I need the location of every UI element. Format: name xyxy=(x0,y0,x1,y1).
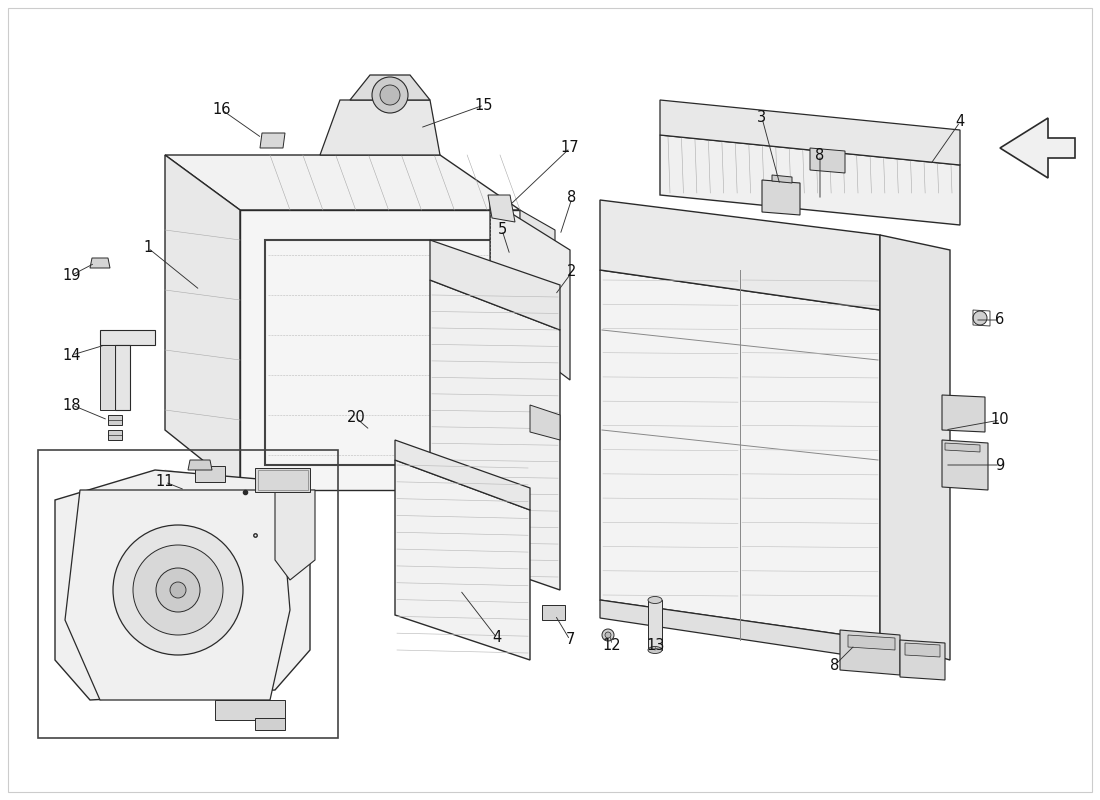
Circle shape xyxy=(156,568,200,612)
Ellipse shape xyxy=(648,646,662,654)
Polygon shape xyxy=(945,443,980,452)
Polygon shape xyxy=(116,345,130,410)
Polygon shape xyxy=(108,415,122,425)
Polygon shape xyxy=(490,200,570,380)
Polygon shape xyxy=(762,180,800,215)
Text: 12: 12 xyxy=(603,638,622,653)
Polygon shape xyxy=(260,133,285,148)
Text: 20: 20 xyxy=(346,410,365,426)
Polygon shape xyxy=(395,440,530,510)
Circle shape xyxy=(974,311,987,325)
Polygon shape xyxy=(430,280,560,590)
Text: 14: 14 xyxy=(63,347,81,362)
Polygon shape xyxy=(165,155,520,210)
Text: 8: 8 xyxy=(568,190,576,206)
Polygon shape xyxy=(520,210,556,490)
Text: 9: 9 xyxy=(996,458,1004,473)
Circle shape xyxy=(103,515,253,665)
Text: 13: 13 xyxy=(647,638,666,653)
Polygon shape xyxy=(100,345,116,410)
Polygon shape xyxy=(600,600,880,660)
Text: 1: 1 xyxy=(143,241,153,255)
Polygon shape xyxy=(880,235,950,660)
Circle shape xyxy=(602,629,614,641)
Polygon shape xyxy=(195,466,226,482)
Polygon shape xyxy=(810,148,845,173)
Text: 7: 7 xyxy=(565,633,574,647)
Polygon shape xyxy=(65,490,290,700)
Polygon shape xyxy=(840,630,900,675)
Text: 5: 5 xyxy=(497,222,507,238)
Text: 16: 16 xyxy=(212,102,231,118)
Polygon shape xyxy=(848,635,895,650)
Polygon shape xyxy=(600,270,880,640)
Polygon shape xyxy=(488,195,515,222)
Polygon shape xyxy=(55,470,310,700)
Text: 4: 4 xyxy=(956,114,965,130)
Text: 2: 2 xyxy=(568,265,576,279)
Circle shape xyxy=(78,490,278,690)
Polygon shape xyxy=(1000,118,1075,178)
Polygon shape xyxy=(648,600,662,650)
Polygon shape xyxy=(600,200,880,310)
Polygon shape xyxy=(320,100,440,155)
Text: 17: 17 xyxy=(561,141,580,155)
Polygon shape xyxy=(108,430,122,440)
Polygon shape xyxy=(188,460,212,470)
Polygon shape xyxy=(255,468,310,492)
Circle shape xyxy=(113,525,243,655)
Polygon shape xyxy=(90,258,110,268)
Text: 3: 3 xyxy=(758,110,767,126)
Polygon shape xyxy=(240,210,520,490)
Polygon shape xyxy=(530,405,560,440)
Polygon shape xyxy=(214,700,285,720)
Circle shape xyxy=(605,632,610,638)
Polygon shape xyxy=(255,718,285,730)
Text: 8: 8 xyxy=(815,147,825,162)
Ellipse shape xyxy=(648,597,662,603)
Polygon shape xyxy=(900,640,945,680)
Polygon shape xyxy=(350,75,430,100)
Circle shape xyxy=(133,545,223,635)
Text: 8: 8 xyxy=(830,658,839,673)
Circle shape xyxy=(170,582,186,598)
Polygon shape xyxy=(660,100,960,165)
Text: 10: 10 xyxy=(991,413,1010,427)
Text: 4: 4 xyxy=(493,630,502,646)
Polygon shape xyxy=(772,175,792,183)
Polygon shape xyxy=(542,605,565,620)
Polygon shape xyxy=(165,155,240,490)
Circle shape xyxy=(379,85,400,105)
Polygon shape xyxy=(270,490,315,580)
Polygon shape xyxy=(660,135,960,225)
Text: 19: 19 xyxy=(63,267,81,282)
Text: 11: 11 xyxy=(156,474,174,490)
Polygon shape xyxy=(100,330,155,345)
Polygon shape xyxy=(395,460,530,660)
Text: 6: 6 xyxy=(996,313,1004,327)
Text: 15: 15 xyxy=(475,98,493,113)
Circle shape xyxy=(372,77,408,113)
Text: 18: 18 xyxy=(63,398,81,413)
Polygon shape xyxy=(430,240,560,330)
Bar xyxy=(39,450,338,738)
Polygon shape xyxy=(942,395,985,432)
Polygon shape xyxy=(905,643,940,657)
Polygon shape xyxy=(942,440,988,490)
